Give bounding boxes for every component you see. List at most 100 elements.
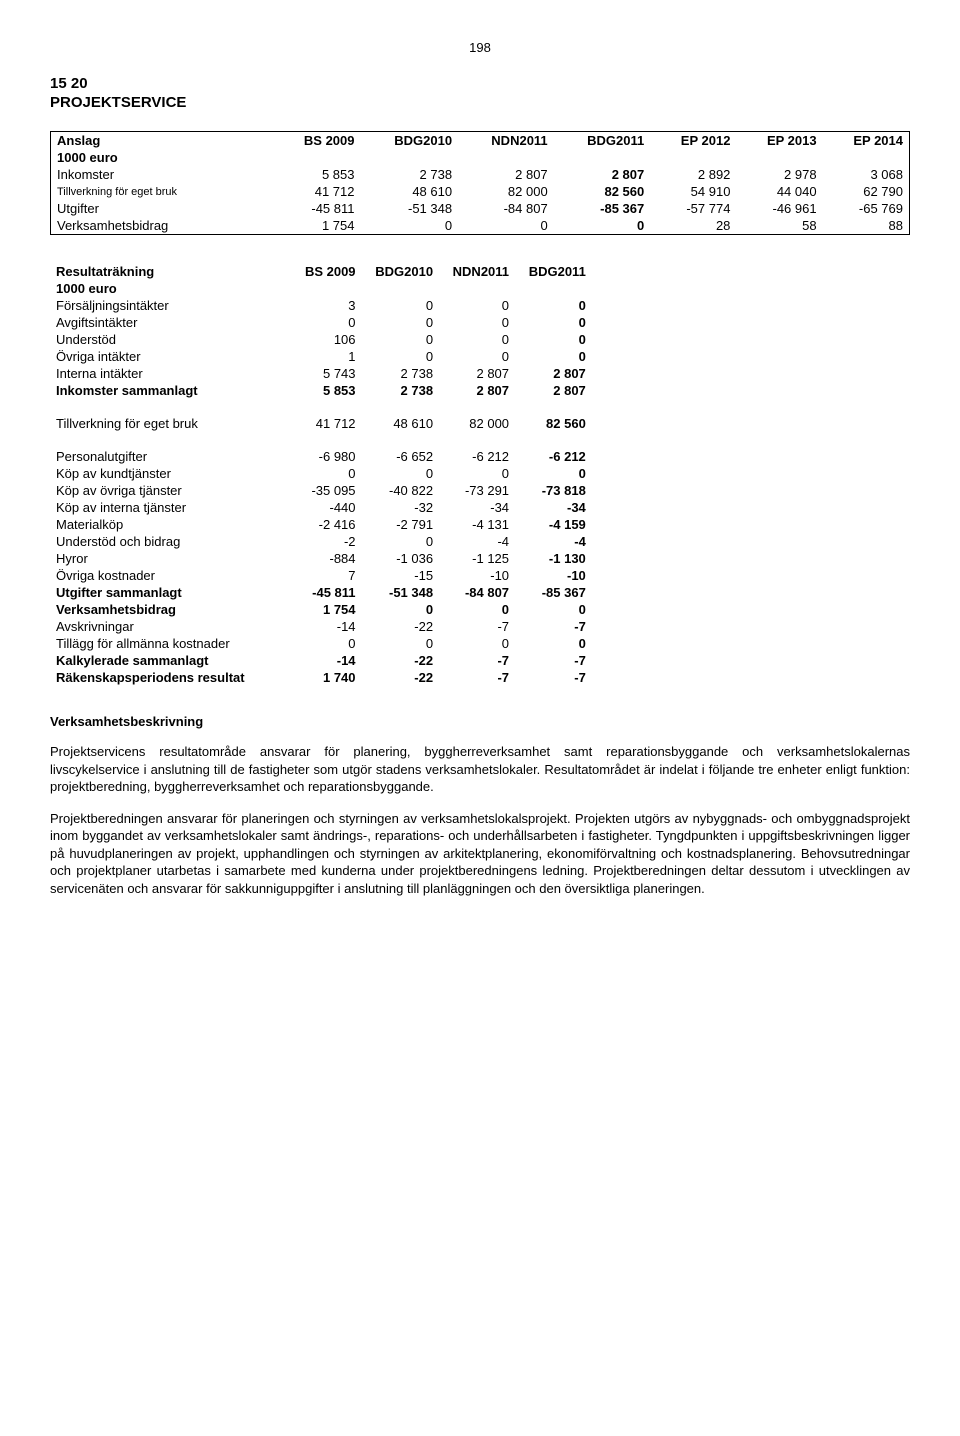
result-row-label: Avgiftsintäkter: [50, 314, 292, 331]
anslag-header: Anslag: [51, 132, 274, 150]
anslag-cell: -45 811: [273, 200, 361, 217]
result-cell: 0: [515, 314, 592, 331]
result-cell: -7: [439, 669, 515, 686]
result-cell: 1 754: [292, 601, 362, 618]
anslag-cell: 88: [823, 217, 910, 235]
result-cell: -34: [439, 499, 515, 516]
result-cell: 0: [292, 314, 362, 331]
result-cell: 0: [439, 297, 515, 314]
result-row-label: Interna intäkter: [50, 365, 292, 382]
desc-p2: Projektberedningen ansvarar för planerin…: [50, 810, 910, 898]
result-cell: -22: [362, 652, 440, 669]
anslag-cell: 44 040: [736, 183, 822, 200]
result-cell: -4 159: [515, 516, 592, 533]
result-cell: 2 738: [362, 382, 440, 399]
result-cell: -2: [292, 533, 362, 550]
page-number: 198: [50, 40, 910, 55]
result-cell: -440: [292, 499, 362, 516]
result-cell: -35 095: [292, 482, 362, 499]
anslag-cell: -46 961: [736, 200, 822, 217]
result-row-label: Övriga kostnader: [50, 567, 292, 584]
result-cell: -85 367: [515, 584, 592, 601]
anslag-cell: 58: [736, 217, 822, 235]
desc-p1: Projektservicens resultatområde ansvarar…: [50, 743, 910, 796]
anslag-row-label: Tillverkning för eget bruk: [51, 183, 274, 200]
anslag-cell: 2 978: [736, 166, 822, 183]
anslag-cell: 0: [554, 217, 651, 235]
result-cell: 2 807: [439, 382, 515, 399]
result-cell: -884: [292, 550, 362, 567]
result-cell: 3: [292, 297, 362, 314]
result-cell: 82 000: [439, 415, 515, 432]
result-cell: -22: [362, 669, 440, 686]
result-cell: 0: [362, 635, 440, 652]
result-row-label: Hyror: [50, 550, 292, 567]
anslag-row-label: Inkomster: [51, 166, 274, 183]
result-cell: -10: [439, 567, 515, 584]
result-row-label: Materialköp: [50, 516, 292, 533]
result-cell: 0: [439, 314, 515, 331]
result-cell: 1: [292, 348, 362, 365]
heading-code: 15 20: [50, 75, 910, 92]
result-cell: -6 652: [362, 448, 440, 465]
result-row-label: Personalutgifter: [50, 448, 292, 465]
result-row-label: Köp av övriga tjänster: [50, 482, 292, 499]
result-cell: 2 807: [439, 365, 515, 382]
anslag-cell: -57 774: [650, 200, 736, 217]
result-row-label: Inkomster sammanlagt: [50, 382, 292, 399]
anslag-cell: 41 712: [273, 183, 361, 200]
anslag-cell: 5 853: [273, 166, 361, 183]
result-cell: 0: [439, 348, 515, 365]
result-cell: 0: [439, 635, 515, 652]
result-cell: -73 291: [439, 482, 515, 499]
anslag-cell: 28: [650, 217, 736, 235]
result-cell: 0: [439, 331, 515, 348]
result-row-label: Understöd: [50, 331, 292, 348]
result-cell: -7: [439, 652, 515, 669]
anslag-header: EP 2012: [650, 132, 736, 150]
result-cell: 0: [515, 465, 592, 482]
result-cell: 48 610: [362, 415, 440, 432]
anslag-cell: 2 807: [458, 166, 554, 183]
result-subheader: 1000 euro: [50, 280, 292, 297]
result-cell: -4: [439, 533, 515, 550]
anslag-table: AnslagBS 2009BDG2010NDN2011BDG2011EP 201…: [50, 131, 910, 235]
result-cell: 5 853: [292, 382, 362, 399]
result-cell: -45 811: [292, 584, 362, 601]
result-cell: 0: [362, 331, 440, 348]
result-cell: -10: [515, 567, 592, 584]
result-header: NDN2011: [439, 263, 515, 280]
result-cell: -40 822: [362, 482, 440, 499]
result-cell: 0: [515, 331, 592, 348]
anslag-cell: -85 367: [554, 200, 651, 217]
result-cell: 82 560: [515, 415, 592, 432]
anslag-cell: 82 560: [554, 183, 651, 200]
result-cell: -7: [515, 669, 592, 686]
result-cell: 106: [292, 331, 362, 348]
result-row-label: Avskrivningar: [50, 618, 292, 635]
result-cell: -2 416: [292, 516, 362, 533]
result-cell: -1 036: [362, 550, 440, 567]
result-table: ResultaträkningBS 2009BDG2010NDN2011BDG2…: [50, 263, 592, 686]
result-cell: 0: [292, 635, 362, 652]
result-row-label: Understöd och bidrag: [50, 533, 292, 550]
anslag-cell: 2 738: [361, 166, 459, 183]
anslag-header: BDG2011: [554, 132, 651, 150]
result-cell: -4: [515, 533, 592, 550]
result-cell: 0: [439, 465, 515, 482]
result-cell: 0: [362, 314, 440, 331]
anslag-cell: 2 892: [650, 166, 736, 183]
result-row-label: Verksamhetsbidrag: [50, 601, 292, 618]
result-cell: 0: [515, 635, 592, 652]
anslag-cell: 2 807: [554, 166, 651, 183]
anslag-header: NDN2011: [458, 132, 554, 150]
result-row-label: Tillägg för allmänna kostnader: [50, 635, 292, 652]
result-cell: 0: [515, 601, 592, 618]
anslag-cell: 82 000: [458, 183, 554, 200]
result-cell: -51 348: [362, 584, 440, 601]
anslag-row-label: Verksamhetsbidrag: [51, 217, 274, 235]
result-cell: 2 738: [362, 365, 440, 382]
result-cell: -32: [362, 499, 440, 516]
anslag-cell: 0: [361, 217, 459, 235]
result-header: BDG2010: [362, 263, 440, 280]
